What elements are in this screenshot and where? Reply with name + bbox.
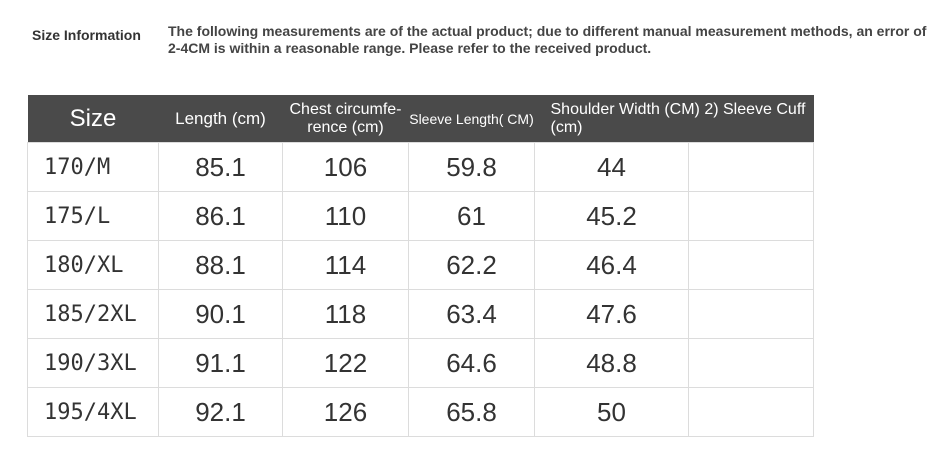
table-row: 195/4XL 92.1 126 65.8 50 bbox=[27, 387, 814, 437]
cell-sleeve-length: 62.2 bbox=[408, 240, 535, 290]
cell-sleeve-cuff bbox=[688, 240, 814, 290]
cell-shoulder-width: 46.4 bbox=[534, 240, 689, 290]
header-size: Size bbox=[27, 95, 159, 143]
cell-size: 180/XL bbox=[27, 240, 159, 290]
cell-size: 175/L bbox=[27, 191, 159, 241]
cell-shoulder-width: 50 bbox=[534, 387, 689, 437]
cell-size: 185/2XL bbox=[27, 289, 159, 339]
cell-sleeve-length: 65.8 bbox=[408, 387, 535, 437]
cell-sleeve-length: 61 bbox=[408, 191, 535, 241]
table-row: 185/2XL 90.1 118 63.4 47.6 bbox=[27, 289, 814, 339]
cell-sleeve-cuff bbox=[688, 191, 814, 241]
cell-sleeve-cuff bbox=[688, 338, 814, 388]
cell-chest: 122 bbox=[282, 338, 409, 388]
cell-sleeve-length: 64.6 bbox=[408, 338, 535, 388]
measurement-note: The following measurements are of the ac… bbox=[168, 23, 927, 56]
cell-shoulder-width: 45.2 bbox=[534, 191, 689, 241]
cell-shoulder-width: 47.6 bbox=[534, 289, 689, 339]
cell-size: 170/M bbox=[27, 142, 159, 192]
table-row: 170/M 85.1 106 59.8 44 bbox=[27, 142, 814, 192]
size-information-label: Size Information bbox=[32, 27, 141, 43]
header-sleeve-length: Sleeve Length( CM) bbox=[408, 95, 535, 143]
size-chart-table: Size Length (cm) Chest circumfe-rence (c… bbox=[27, 95, 814, 437]
cell-size: 190/3XL bbox=[27, 338, 159, 388]
cell-length: 91.1 bbox=[158, 338, 283, 388]
table-header-row: Size Length (cm) Chest circumfe-rence (c… bbox=[27, 95, 814, 143]
cell-shoulder-width: 44 bbox=[534, 142, 689, 192]
cell-chest: 110 bbox=[282, 191, 409, 241]
cell-chest: 118 bbox=[282, 289, 409, 339]
cell-size: 195/4XL bbox=[27, 387, 159, 437]
cell-length: 92.1 bbox=[158, 387, 283, 437]
header-shoulder-cuff: Shoulder Width (CM) 2) Sleeve Cuff (cm) bbox=[534, 95, 814, 143]
cell-sleeve-length: 63.4 bbox=[408, 289, 535, 339]
cell-shoulder-width: 48.8 bbox=[534, 338, 689, 388]
table-row: 175/L 86.1 110 61 45.2 bbox=[27, 191, 814, 241]
cell-length: 88.1 bbox=[158, 240, 283, 290]
cell-sleeve-length: 59.8 bbox=[408, 142, 535, 192]
cell-sleeve-cuff bbox=[688, 387, 814, 437]
cell-chest: 114 bbox=[282, 240, 409, 290]
cell-chest: 126 bbox=[282, 387, 409, 437]
cell-length: 90.1 bbox=[158, 289, 283, 339]
header-chest: Chest circumfe-rence (cm) bbox=[282, 95, 409, 143]
table-row: 190/3XL 91.1 122 64.6 48.8 bbox=[27, 338, 814, 388]
cell-length: 85.1 bbox=[158, 142, 283, 192]
cell-chest: 106 bbox=[282, 142, 409, 192]
cell-sleeve-cuff bbox=[688, 142, 814, 192]
cell-length: 86.1 bbox=[158, 191, 283, 241]
table-row: 180/XL 88.1 114 62.2 46.4 bbox=[27, 240, 814, 290]
header-length: Length (cm) bbox=[158, 95, 283, 143]
cell-sleeve-cuff bbox=[688, 289, 814, 339]
